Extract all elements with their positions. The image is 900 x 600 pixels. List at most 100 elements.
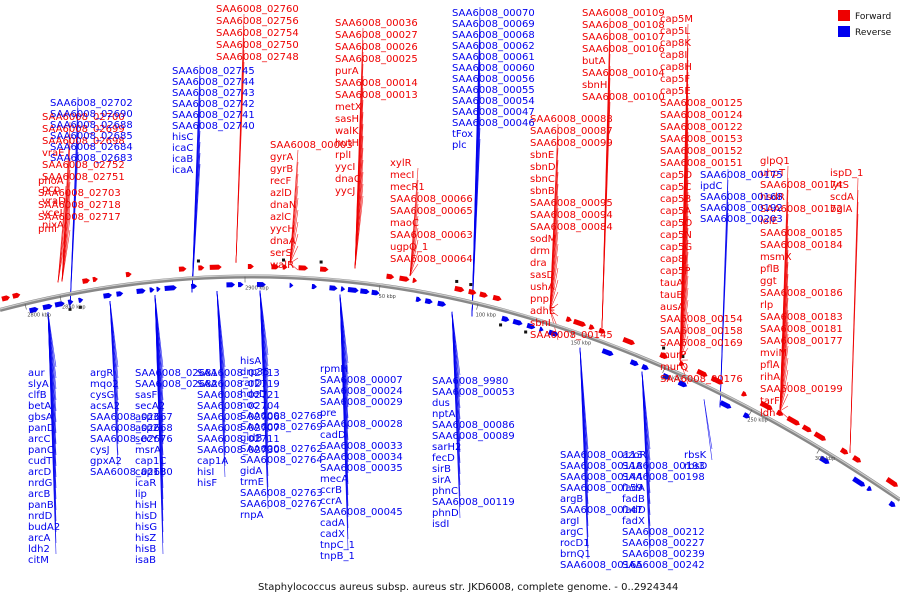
legend-forward-label: Forward xyxy=(855,12,891,22)
reverse-leader-line xyxy=(471,138,481,317)
reverse-gene-label: cadX xyxy=(320,529,345,540)
reverse-gene-label: SAA6008_02730 xyxy=(197,445,280,456)
forward-gene-label: SAA6008_02698 xyxy=(42,136,125,147)
reverse-gene-arrow xyxy=(601,348,614,357)
forward-leader-line xyxy=(289,209,299,264)
forward-gene-arrow xyxy=(813,431,826,441)
reverse-gene-label: fadB xyxy=(622,494,645,505)
reverse-gene-label: arcD xyxy=(28,467,52,478)
forward-gene-arrow xyxy=(565,316,572,322)
reverse-leader-line xyxy=(109,301,119,467)
forward-gene-label: murP xyxy=(660,350,686,361)
forward-leader-line xyxy=(849,213,859,453)
forward-gene-label: gyrA xyxy=(270,152,293,163)
forward-gene-arrow xyxy=(271,264,280,270)
reverse-gene-label: SAA6008_02769 xyxy=(240,422,323,433)
forward-gene-label: SAA6008_00125 xyxy=(660,98,743,109)
reverse-gene-label: cudT xyxy=(28,456,53,467)
reverse-gene-label: SAA6008_00047 xyxy=(452,107,535,118)
forward-gene-label: glpQ1 xyxy=(760,156,790,167)
tick-label: 100 kbp xyxy=(476,313,496,319)
reverse-gene-label: hisZ xyxy=(135,533,156,544)
forward-gene-label: cap5D xyxy=(660,170,692,181)
forward-gene-label: SAA6008_00186 xyxy=(760,288,843,299)
forward-gene-label: tauB xyxy=(660,290,683,301)
forward-gene-label: sbnI xyxy=(530,318,551,329)
tick-label: 200 kbp xyxy=(661,376,681,382)
reverse-gene-label: hisC xyxy=(172,132,193,143)
forward-gene-arrow xyxy=(82,278,90,284)
forward-gene-label: SAA6008_00183 xyxy=(760,312,843,323)
reverse-gene-label: SAA6008_00069 xyxy=(452,19,535,30)
reverse-gene-arrow xyxy=(415,296,422,302)
forward-gene-label: SAA6008_00026 xyxy=(335,42,418,53)
forward-leader-line xyxy=(779,369,789,412)
reverse-gene-label: SAA6008_02683 xyxy=(50,153,133,164)
forward-leader-line xyxy=(779,405,789,412)
forward-leader-line xyxy=(354,195,364,269)
forward-leader-line xyxy=(549,309,559,317)
forward-gene-label: SAA6008_00122 xyxy=(660,122,743,133)
reverse-gene-arrow xyxy=(719,400,732,409)
forward-gene-label: SAA6008_00084 xyxy=(530,222,613,233)
reverse-gene-label: panD xyxy=(28,423,55,434)
forward-gene-arrow xyxy=(298,265,309,271)
forward-gene-label: SAA6008_00108 xyxy=(582,20,665,31)
reverse-gene-label: tnpB_1 xyxy=(320,551,355,562)
forward-leader-line xyxy=(289,245,299,264)
forward-gene-label: ldh xyxy=(760,408,775,419)
forward-gene-label: SAA6008_00095 xyxy=(530,198,613,209)
forward-leader-line xyxy=(779,381,789,412)
reverse-gene-label: plc xyxy=(452,140,467,151)
forward-gene-label: SAA6008_02751 xyxy=(42,172,125,183)
reverse-gene-label: rnpA xyxy=(240,510,264,521)
forward-gene-label: drm xyxy=(530,246,550,257)
forward-gene-label: SAA6008_00014 xyxy=(335,78,418,89)
reverse-gene-label: gidB xyxy=(240,433,262,444)
forward-gene-label: dnaC xyxy=(335,174,361,185)
forward-gene-label: SAA6008_00177 xyxy=(760,336,843,347)
forward-gene-label: cap8I xyxy=(660,50,687,61)
forward-gene-label: cap5A xyxy=(660,206,691,217)
forward-gene-label: SAA6008_02756 xyxy=(216,16,299,27)
reverse-gene-label: SAA6008_02668 xyxy=(90,423,173,434)
forward-gene-arrow xyxy=(209,264,222,270)
reverse-gene-arrow xyxy=(512,318,523,326)
reverse-leader-line xyxy=(703,399,713,461)
reverse-gene-label: fadD xyxy=(622,505,646,516)
reverse-gene-label: nrdD xyxy=(28,511,53,522)
reverse-gene-label: nptA xyxy=(432,409,456,420)
forward-gene-label: dnaA xyxy=(270,236,296,247)
reverse-gene-label: SAA6008_02762 xyxy=(240,444,323,455)
reverse-leader-line xyxy=(154,295,164,555)
forward-leader-line xyxy=(549,303,559,311)
forward-gene-label: SAA6008_00088 xyxy=(530,114,613,125)
reverse-leader-line xyxy=(451,311,461,519)
forward-gene-label: cap8H xyxy=(660,62,692,73)
forward-gene-label: SAA6008_00172 xyxy=(760,204,843,215)
forward-gene-label: butA xyxy=(582,56,606,67)
forward-gene-arrow xyxy=(598,327,606,334)
reverse-gene-label: SAA6008_00024 xyxy=(320,386,403,397)
reverse-gene-label: SAA6008_00053 xyxy=(432,387,515,398)
reverse-gene-label: SAA6008_00035 xyxy=(320,463,403,474)
reverse-gene-label: SAA6008_00242 xyxy=(622,560,705,571)
forward-gene-arrow xyxy=(479,291,488,298)
forward-gene-label: pflB xyxy=(760,264,780,275)
reverse-gene-label: SAA6008_02706 xyxy=(197,412,280,423)
reverse-gene-label: cysJ xyxy=(90,445,110,456)
gene-marker xyxy=(282,258,286,262)
reverse-gene-label: argI xyxy=(560,516,579,527)
reverse-gene-arrow xyxy=(237,282,244,288)
forward-gene-label: SAA6008_00064 xyxy=(390,254,473,265)
reverse-gene-label: SAA6008_00119 xyxy=(432,497,515,508)
reverse-gene-label: SAA6008_02704 xyxy=(197,401,280,412)
forward-leader-line xyxy=(57,221,67,283)
forward-gene-label: scdA xyxy=(830,192,854,203)
forward-gene-label: tauA xyxy=(660,278,683,289)
forward-gene-label: SAA6008_00066 xyxy=(390,194,473,205)
forward-gene-label: SAA6008_00013 xyxy=(335,90,418,101)
reverse-gene-arrow xyxy=(29,306,39,314)
reverse-gene-label: SAA6008_02742 xyxy=(172,99,255,110)
reverse-gene-label: rpmH xyxy=(320,364,348,375)
